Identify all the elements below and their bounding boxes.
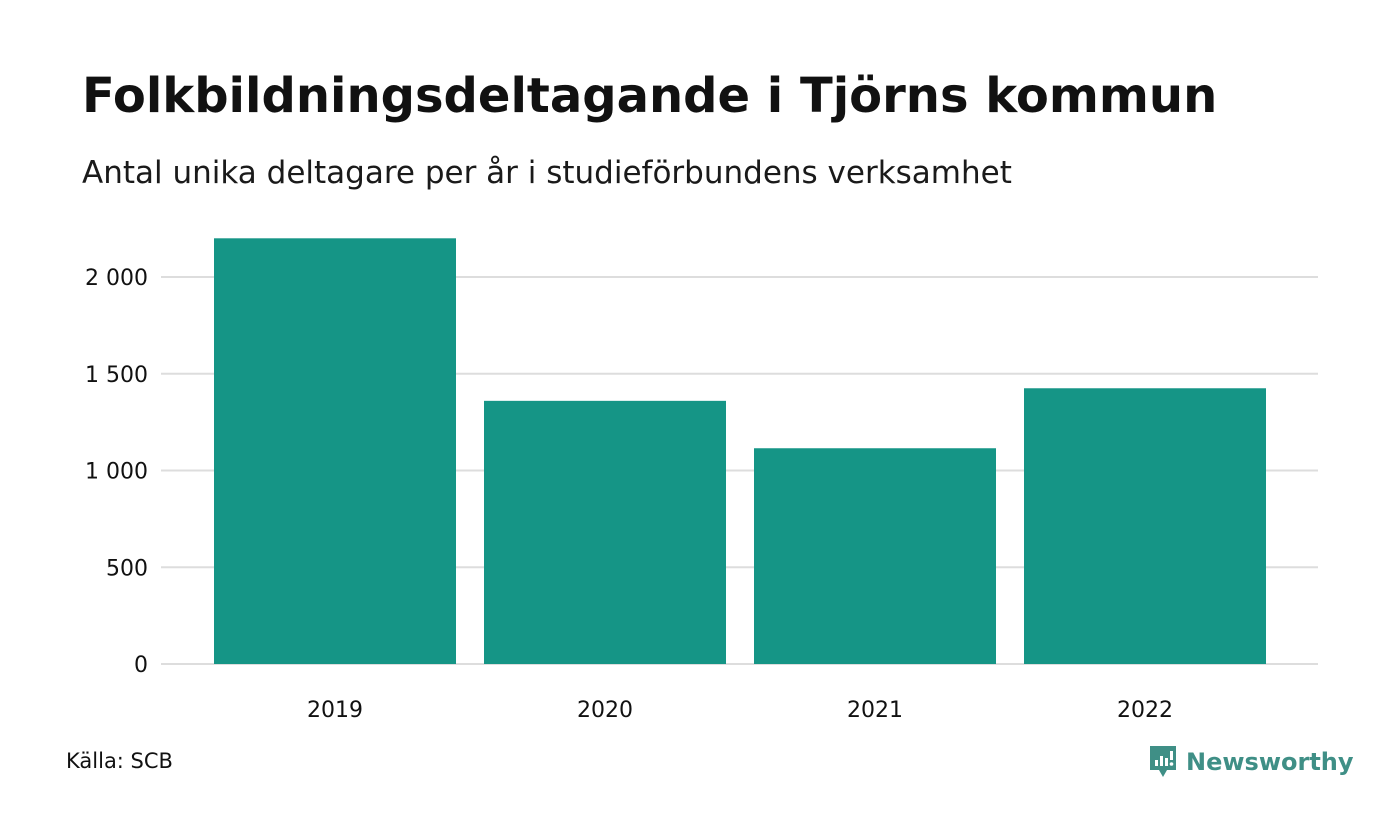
bar-2022 — [1024, 388, 1266, 664]
bar-2019 — [214, 238, 456, 665]
x-tick-label: 2019 — [307, 698, 363, 723]
x-axis-tick-labels: 2019 2020 2021 2022 — [307, 698, 1173, 723]
y-axis-tick-labels: 0 500 1 000 1 500 2 000 — [85, 266, 148, 678]
chart-title: Folkbildningsdeltagande i Tjörns kommun — [82, 68, 1218, 124]
y-tick-label: 1 500 — [85, 363, 148, 388]
brand-logo: Newsworthy — [1148, 744, 1354, 780]
y-tick-label: 500 — [106, 556, 148, 581]
newsworthy-logo-icon — [1150, 746, 1176, 777]
y-tick-label: 2 000 — [85, 266, 148, 291]
chart-subtitle: Antal unika deltagare per år i studieför… — [82, 155, 1012, 191]
bar-2020 — [484, 400, 726, 664]
source-note: Källa: SCB — [66, 749, 173, 773]
x-tick-label: 2022 — [1117, 698, 1173, 723]
y-tick-label: 1 000 — [85, 460, 148, 485]
bar-2021 — [754, 448, 996, 664]
y-tick-label: 0 — [134, 653, 148, 678]
x-tick-label: 2021 — [847, 698, 903, 723]
bars — [214, 238, 1266, 665]
x-tick-label: 2020 — [577, 698, 633, 723]
brand-name: Newsworthy — [1186, 748, 1354, 776]
